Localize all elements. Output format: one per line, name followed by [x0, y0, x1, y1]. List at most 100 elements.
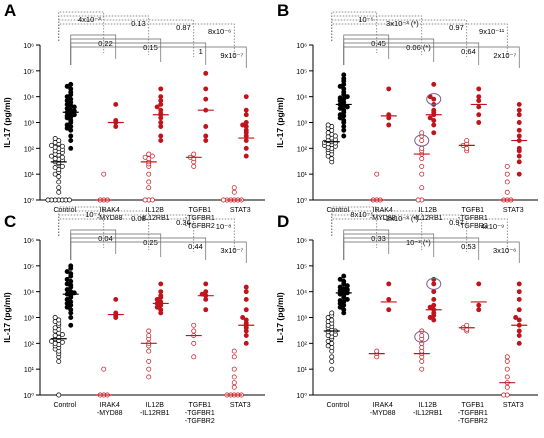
stimulated-point: [64, 269, 70, 275]
unstimulated-point: [464, 145, 470, 151]
unstimulated-point: [149, 197, 155, 203]
stimulated-point: [341, 273, 347, 279]
pvalue-label-top: 0.87: [176, 23, 191, 32]
stimulated-point: [476, 281, 482, 287]
unstimulated-point: [146, 366, 152, 372]
stimulated-point: [203, 124, 209, 129]
unstimulated-point: [419, 358, 425, 364]
x-category-label: IL12B -IL12RB1: [140, 402, 170, 417]
unstimulated-point: [231, 189, 237, 195]
unstimulated-point: [504, 354, 510, 360]
unstimulated-point: [52, 315, 58, 320]
stimulated-point: [337, 83, 343, 89]
stimulated-point: [431, 289, 437, 295]
unstimulated-point: [504, 374, 510, 380]
x-category-label: STAT3: [230, 402, 251, 409]
stimulated-point: [476, 98, 482, 104]
pvalue-bracket-bottom: [70, 46, 247, 68]
unstimulated-point: [464, 322, 470, 328]
unstimulated-point: [325, 338, 331, 344]
stimulated-point: [516, 328, 522, 334]
unstimulated-point: [504, 163, 510, 169]
stimulated-point: [203, 70, 209, 76]
unstimulated-point: [191, 163, 197, 169]
x-category-label: Control: [326, 207, 349, 214]
pvalue-bracket-top: [331, 11, 378, 53]
stimulated-point: [68, 138, 74, 144]
unstimulated-point: [504, 179, 510, 185]
panel-letter: A: [4, 1, 16, 20]
stimulated-point: [516, 107, 522, 113]
pvalue-label-top: 2x10⁻³ (*): [386, 214, 419, 223]
stimulated-point: [243, 284, 249, 290]
stimulated-point: [64, 105, 70, 111]
stimulated-point: [64, 94, 70, 100]
stimulated-point: [64, 287, 70, 293]
y-axis-label: IL-17 (pg/ml): [275, 97, 285, 148]
stimulated-point: [158, 107, 164, 113]
stimulated-point: [431, 302, 437, 308]
stimulated-point: [341, 72, 347, 78]
stimulated-point: [203, 289, 209, 295]
stimulated-point: [516, 281, 522, 287]
unstimulated-point: [146, 171, 152, 177]
stimulated-point: [158, 124, 164, 129]
y-tick-label: 10⁶: [296, 43, 307, 50]
y-tick-label: 10⁰: [296, 392, 307, 400]
y-axis-label: IL-17 (pg/ml): [2, 97, 12, 148]
unstimulated-point: [419, 171, 425, 177]
stimulated-point: [158, 86, 164, 92]
stimulated-point: [516, 171, 522, 177]
y-tick-label: 10²: [297, 146, 308, 153]
stimulated-point: [337, 276, 343, 282]
stimulated-point: [68, 263, 74, 269]
unstimulated-point: [101, 366, 107, 372]
stimulated-point: [113, 124, 119, 129]
pvalue-label-bottom: 1: [199, 47, 203, 56]
stimulated-point: [243, 307, 249, 313]
stimulated-point: [516, 101, 522, 107]
pvalue-label-top: 4x10⁻³: [78, 15, 101, 24]
y-axis-label: IL-17 (pg/ml): [275, 292, 285, 343]
stimulated-point: [431, 118, 437, 123]
unstimulated-point: [56, 179, 62, 185]
x-category-label: STAT3: [503, 207, 524, 214]
unstimulated-point: [59, 143, 65, 149]
unstimulated-point: [419, 185, 425, 191]
stimulated-point: [203, 86, 209, 92]
pvalue-label-top: 4x10⁻⁹: [481, 222, 504, 231]
unstimulated-point: [56, 185, 62, 191]
stimulated-point: [516, 153, 522, 159]
unstimulated-point: [231, 366, 237, 372]
unstimulated-point: [374, 171, 380, 177]
unstimulated-point: [329, 354, 335, 360]
pvalue-label-bottom: 0.22: [98, 39, 113, 48]
pvalue-label-bottom: 10⁻³ (*): [406, 238, 431, 247]
unstimulated-point: [146, 374, 152, 380]
unstimulated-point: [146, 185, 152, 191]
stimulated-point: [431, 122, 437, 128]
stimulated-point: [158, 289, 164, 295]
y-tick-label: 10¹: [24, 367, 35, 374]
unstimulated-point: [325, 122, 331, 128]
unstimulated-point: [501, 392, 507, 398]
stimulated-point: [68, 271, 74, 277]
x-category-label: STAT3: [503, 402, 524, 409]
stimulated-point: [337, 284, 343, 290]
y-tick-label: 10⁴: [296, 290, 307, 297]
stimulated-point: [516, 340, 522, 346]
stimulated-point: [431, 81, 437, 87]
stimulated-point: [337, 112, 343, 118]
highlight-circle: [414, 330, 430, 343]
x-category-label: Control: [53, 207, 76, 214]
pvalue-label-top: 0.36: [176, 218, 191, 227]
stimulated-point: [427, 115, 433, 121]
unstimulated-point: [231, 384, 237, 390]
pvalue-label-top: 0.08: [131, 214, 146, 223]
y-tick-label: 10⁵: [296, 264, 307, 271]
stimulated-point: [337, 105, 343, 111]
unstimulated-point: [52, 136, 58, 141]
stimulated-point: [476, 94, 482, 100]
stimulated-point: [431, 281, 437, 287]
x-category-label: IRAK4 -MYD88: [370, 402, 396, 417]
